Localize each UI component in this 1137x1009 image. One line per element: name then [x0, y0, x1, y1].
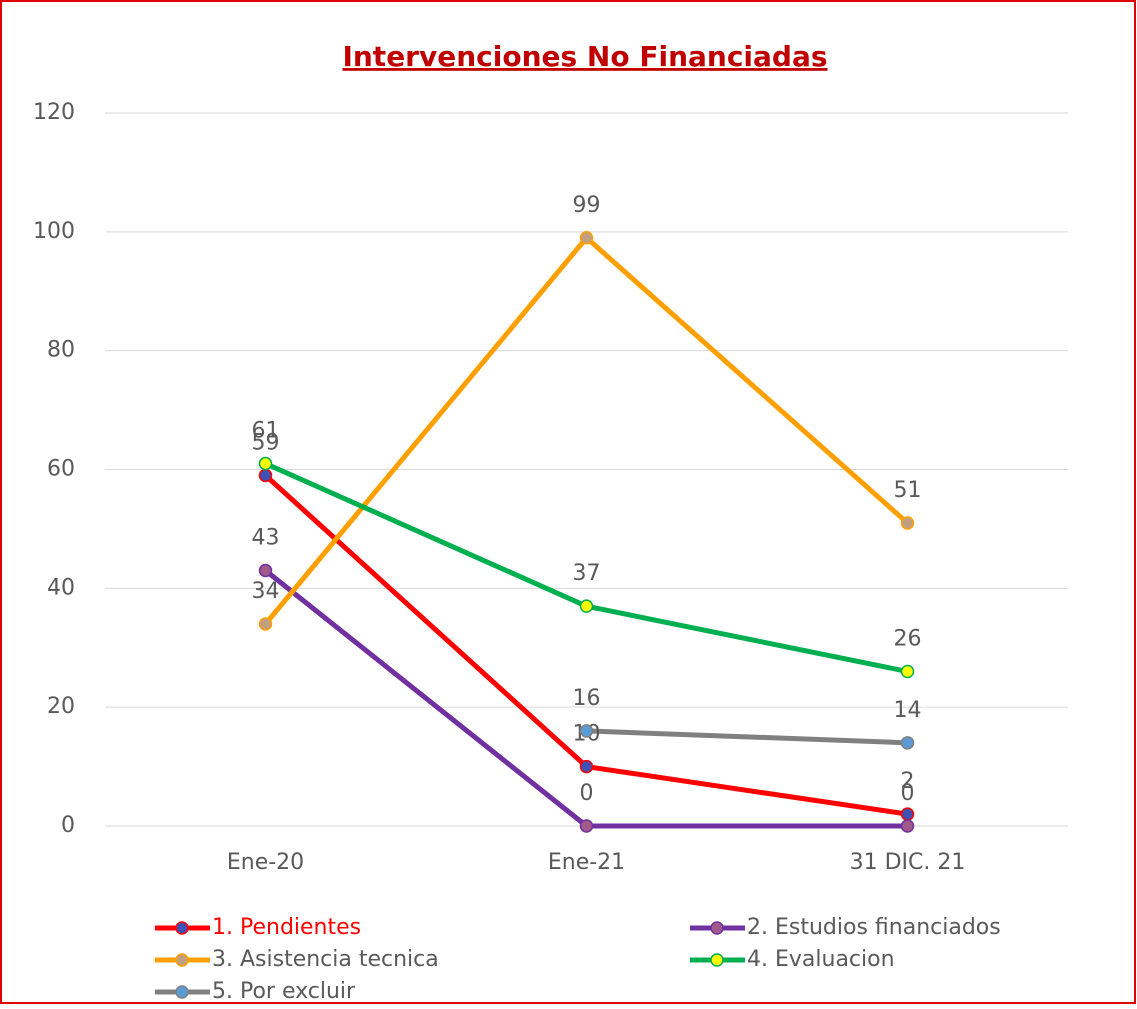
data-label: 51 [894, 478, 922, 503]
marker [579, 819, 594, 833]
marker [258, 456, 273, 471]
y-tick-label: 20 [47, 694, 75, 719]
y-tick-label: 60 [47, 457, 75, 482]
data-label: 0 [901, 781, 915, 806]
marker [900, 664, 915, 679]
marker [258, 617, 273, 631]
marker [579, 724, 594, 738]
legend-marker [710, 921, 724, 935]
data-label: 2 [901, 769, 915, 794]
marker [900, 807, 915, 821]
legend-marker [175, 953, 189, 967]
marker [579, 759, 594, 774]
marker [258, 563, 273, 578]
marker [900, 736, 915, 750]
legend-label: 4. Evaluacion [747, 947, 895, 972]
legend-marker [710, 953, 724, 967]
marker [900, 819, 915, 833]
y-tick-label: 100 [33, 219, 75, 244]
marker [258, 468, 273, 483]
data-label: 0 [580, 781, 594, 806]
x-tick-label: 31 DIC. 21 [850, 850, 966, 875]
legend-marker [175, 985, 189, 999]
legend-marker [175, 921, 189, 935]
data-label: 14 [894, 698, 922, 723]
marker [900, 516, 915, 530]
marker [579, 231, 594, 245]
x-tick-label: Ene-20 [227, 850, 304, 875]
data-label: 16 [573, 686, 601, 711]
chart-title: Intervenciones No Financiadas [342, 40, 827, 73]
data-label: 26 [894, 627, 922, 652]
data-label: 59 [252, 430, 280, 455]
series-line [586, 728, 908, 746]
y-tick-label: 80 [47, 338, 75, 363]
y-tick-label: 0 [61, 813, 75, 838]
data-label: 43 [252, 526, 280, 551]
marker [579, 599, 594, 613]
x-tick-label: Ene-21 [548, 850, 625, 875]
data-label: 99 [573, 193, 601, 218]
y-tick-label: 120 [33, 100, 75, 125]
legend-label: 5. Por excluir [212, 979, 356, 1004]
legend-label: 1. Pendientes [212, 915, 361, 940]
data-label: 61 [252, 419, 280, 444]
legend-label: 3. Asistencia tecnica [212, 947, 439, 972]
data-label: 34 [252, 579, 280, 604]
y-tick-label: 40 [47, 575, 75, 600]
data-label: 37 [573, 561, 601, 586]
legend-label: 2. Estudios financiados [747, 915, 1001, 940]
